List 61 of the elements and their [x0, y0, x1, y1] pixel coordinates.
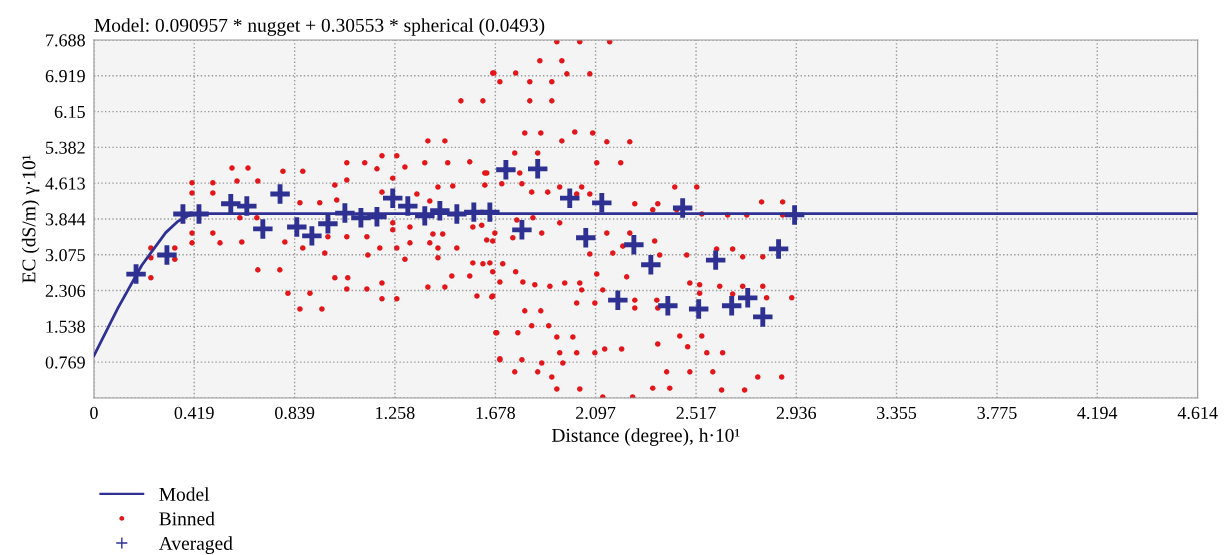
- x-tick-label: 3.775: [977, 406, 1017, 420]
- point: [234, 193, 259, 219]
- chart-title: Model: 0.090957 * nugget + 0.30553 * spherical (0.0493): [94, 18, 545, 36]
- y-tick-label: 2.306: [45, 284, 86, 298]
- point: [525, 156, 550, 181]
- point: [218, 191, 243, 216]
- x-tick-label: 3.355: [877, 406, 917, 420]
- y-tick-label: 6.15: [54, 105, 85, 119]
- point: [686, 296, 711, 322]
- point: [154, 242, 180, 268]
- point: [766, 236, 791, 262]
- point: [573, 225, 598, 250]
- y-tick-label: 1.538: [46, 320, 85, 333]
- y-tick-label: 6.919: [45, 70, 85, 83]
- x-tick-label: 4.614: [1177, 406, 1218, 420]
- x-tick-label: 2.097: [576, 406, 616, 420]
- point: [638, 252, 663, 277]
- point: [412, 203, 437, 229]
- y-tick-label: 3.075: [45, 249, 85, 262]
- legend-label: Averaged: [158, 536, 233, 554]
- point: [427, 198, 453, 223]
- point: [605, 288, 630, 313]
- x-tick-label: 0.839: [275, 406, 315, 420]
- x-tick-label: 4.194: [1077, 406, 1118, 420]
- y-tick-label: 4.613: [45, 177, 85, 190]
- legend-label: Binned: [159, 511, 215, 526]
- point: [621, 232, 647, 257]
- point: [284, 214, 309, 240]
- point: [509, 217, 535, 242]
- point: [250, 216, 275, 242]
- y-tick-label: 0.769: [45, 356, 85, 369]
- point: [444, 201, 469, 227]
- point: [380, 186, 405, 211]
- x-tick-label: 1.258: [376, 406, 415, 420]
- point: [186, 201, 212, 227]
- point: [477, 200, 503, 225]
- point: [348, 205, 374, 230]
- point: [123, 261, 149, 287]
- legend-label: Model: [159, 487, 210, 501]
- x-tick-label: 2.517: [676, 406, 716, 420]
- point: [557, 186, 582, 211]
- point: [395, 193, 420, 219]
- point: [655, 293, 680, 318]
- point: [782, 202, 807, 228]
- point: [364, 204, 390, 229]
- point: [332, 200, 358, 226]
- x-axis-title: Distance (degree), h·10¹: [551, 428, 740, 446]
- x-tick-label: 1.678: [476, 406, 515, 420]
- x-tick-label: 2.936: [776, 406, 817, 420]
- point: [589, 190, 614, 215]
- point: [493, 157, 519, 182]
- point: [670, 195, 695, 221]
- point: [267, 181, 293, 207]
- y-tick-label: 3.844: [45, 213, 86, 226]
- x-tick-label: 0.419: [174, 406, 214, 420]
- x-tick-label: 0: [90, 406, 98, 419]
- y-tick-label: 7.688: [46, 34, 85, 47]
- y-tick-label: 5.382: [46, 141, 85, 154]
- point: [703, 247, 728, 273]
- y-axis-title: EC (dS/m) γ·10¹: [21, 155, 40, 283]
- point: [750, 304, 775, 330]
